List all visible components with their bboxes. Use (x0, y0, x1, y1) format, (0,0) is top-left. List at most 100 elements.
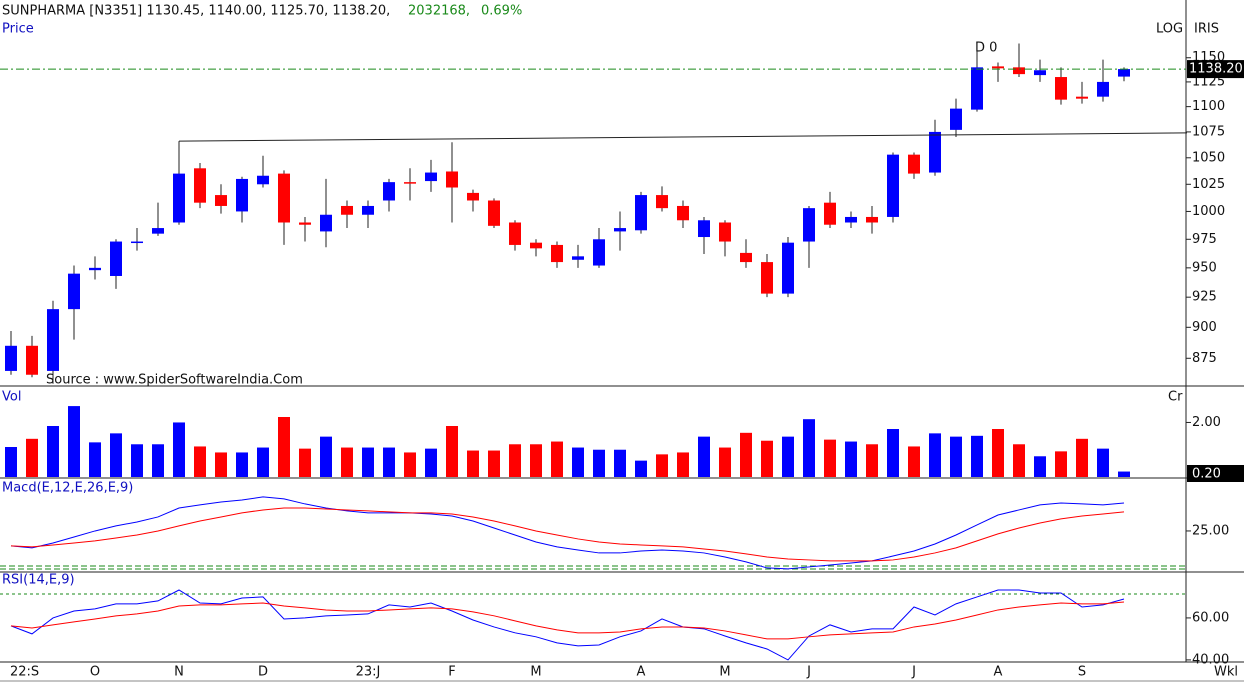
volume-bar (152, 444, 164, 477)
candle-body (593, 239, 605, 266)
x-tick-label: J (911, 665, 916, 680)
y-tick-label: 1000 (1192, 204, 1225, 219)
candle-body (446, 171, 458, 188)
volume-bar (131, 444, 143, 477)
volume-bar (362, 447, 374, 477)
volume-bar (467, 450, 479, 477)
y-tick-label: 875 (1192, 351, 1217, 366)
x-tick-label: F (448, 665, 455, 680)
candle-body (341, 205, 353, 215)
candle-body (152, 228, 164, 234)
candle-body (299, 222, 311, 225)
source: Source : www.SpiderSoftwareIndia.Com (46, 373, 303, 388)
log-label: LOG (1156, 22, 1183, 37)
candle-body (803, 208, 815, 242)
volume-bar (68, 406, 80, 477)
y-tick-label: 1100 (1192, 99, 1225, 114)
volume-bar (1034, 456, 1046, 477)
y-tick-label: 1125 (1192, 74, 1225, 89)
volume-bar (194, 446, 206, 477)
y-tick-label: 950 (1192, 260, 1217, 275)
last-price-box (1187, 60, 1244, 79)
candle-body (68, 273, 80, 310)
period-label: Wkl (1214, 665, 1238, 680)
candle-body (320, 214, 332, 232)
candle-body (26, 345, 38, 375)
candle-body (866, 216, 878, 223)
candle-body (908, 154, 920, 174)
indicator-line (10, 601, 1125, 640)
candle-body (551, 244, 563, 263)
volume-bar (824, 439, 836, 477)
volume-bar (530, 444, 542, 477)
volume-bar (908, 446, 920, 477)
y-tick-label: 1075 (1192, 124, 1225, 139)
volume-unit: Cr (1168, 390, 1183, 405)
indicator-line (10, 589, 1125, 661)
candle-body (971, 67, 983, 110)
y-tick-label: 2.00 (1192, 415, 1221, 430)
candle-body (782, 242, 794, 294)
candle-body (845, 216, 857, 223)
volume-bar (236, 452, 248, 477)
header-volume: 2032168, (408, 4, 470, 19)
candle-body (131, 241, 143, 244)
volume-bar (404, 452, 416, 477)
price-label: Price (2, 22, 34, 37)
y-tick-label: 1050 (1192, 150, 1225, 165)
volume-bar (593, 449, 605, 477)
candle-body (1097, 81, 1109, 97)
volume-bar (845, 441, 857, 477)
volume-bar (509, 444, 521, 477)
volume-bar (572, 447, 584, 477)
candle-body (278, 173, 290, 223)
annotation: D 0 (975, 41, 997, 56)
volume-bar (740, 432, 752, 477)
candle-body (1034, 70, 1046, 76)
x-tick-label: N (174, 665, 184, 680)
y-tick-label: 1025 (1192, 177, 1225, 192)
y-tick-label: 975 (1192, 232, 1217, 247)
candle-body (236, 178, 248, 212)
candle-body (362, 205, 374, 215)
panel-title: Vol (2, 390, 21, 405)
panel-title: Macd(E,12,E,26,E,9) (2, 481, 133, 496)
header-change: 0.69% (481, 4, 522, 19)
candle-body (824, 202, 836, 225)
volume-bar (677, 452, 689, 477)
volume-bar (971, 435, 983, 477)
volume-bar (278, 417, 290, 477)
volume-bar (215, 452, 227, 477)
trendline (178, 132, 1188, 142)
indicator-line (10, 496, 1125, 570)
candle-body (383, 182, 395, 201)
candle-body (89, 267, 101, 271)
candle-body (740, 252, 752, 263)
candle-body (992, 66, 1004, 69)
volume-bar (26, 438, 38, 477)
volume-bar (110, 433, 122, 477)
volume-bar (950, 436, 962, 477)
candle-body (110, 241, 122, 276)
volume-bar (1013, 444, 1025, 477)
candle-body (467, 192, 479, 201)
x-tick-label: O (90, 665, 100, 680)
x-tick-label: J (806, 665, 811, 680)
candle-body (950, 108, 962, 130)
volume-bar (47, 426, 59, 477)
volume-bar (635, 460, 647, 477)
volume-bar (656, 454, 668, 477)
x-tick-label: 22:S (10, 665, 39, 680)
volume-bar (803, 419, 815, 477)
header-text: SUNPHARMA [N3351] 1130.45, 1140.00, 1125… (2, 4, 390, 19)
panel-title: RSI(14,E,9) (2, 573, 75, 588)
indicator-line (10, 507, 1125, 562)
volume-bar (425, 448, 437, 477)
candle-body (677, 205, 689, 221)
x-tick-label: M (530, 665, 541, 680)
candle-body (572, 256, 584, 260)
candle-body (656, 195, 668, 209)
volume-bar (782, 436, 794, 477)
candle-body (47, 309, 59, 371)
